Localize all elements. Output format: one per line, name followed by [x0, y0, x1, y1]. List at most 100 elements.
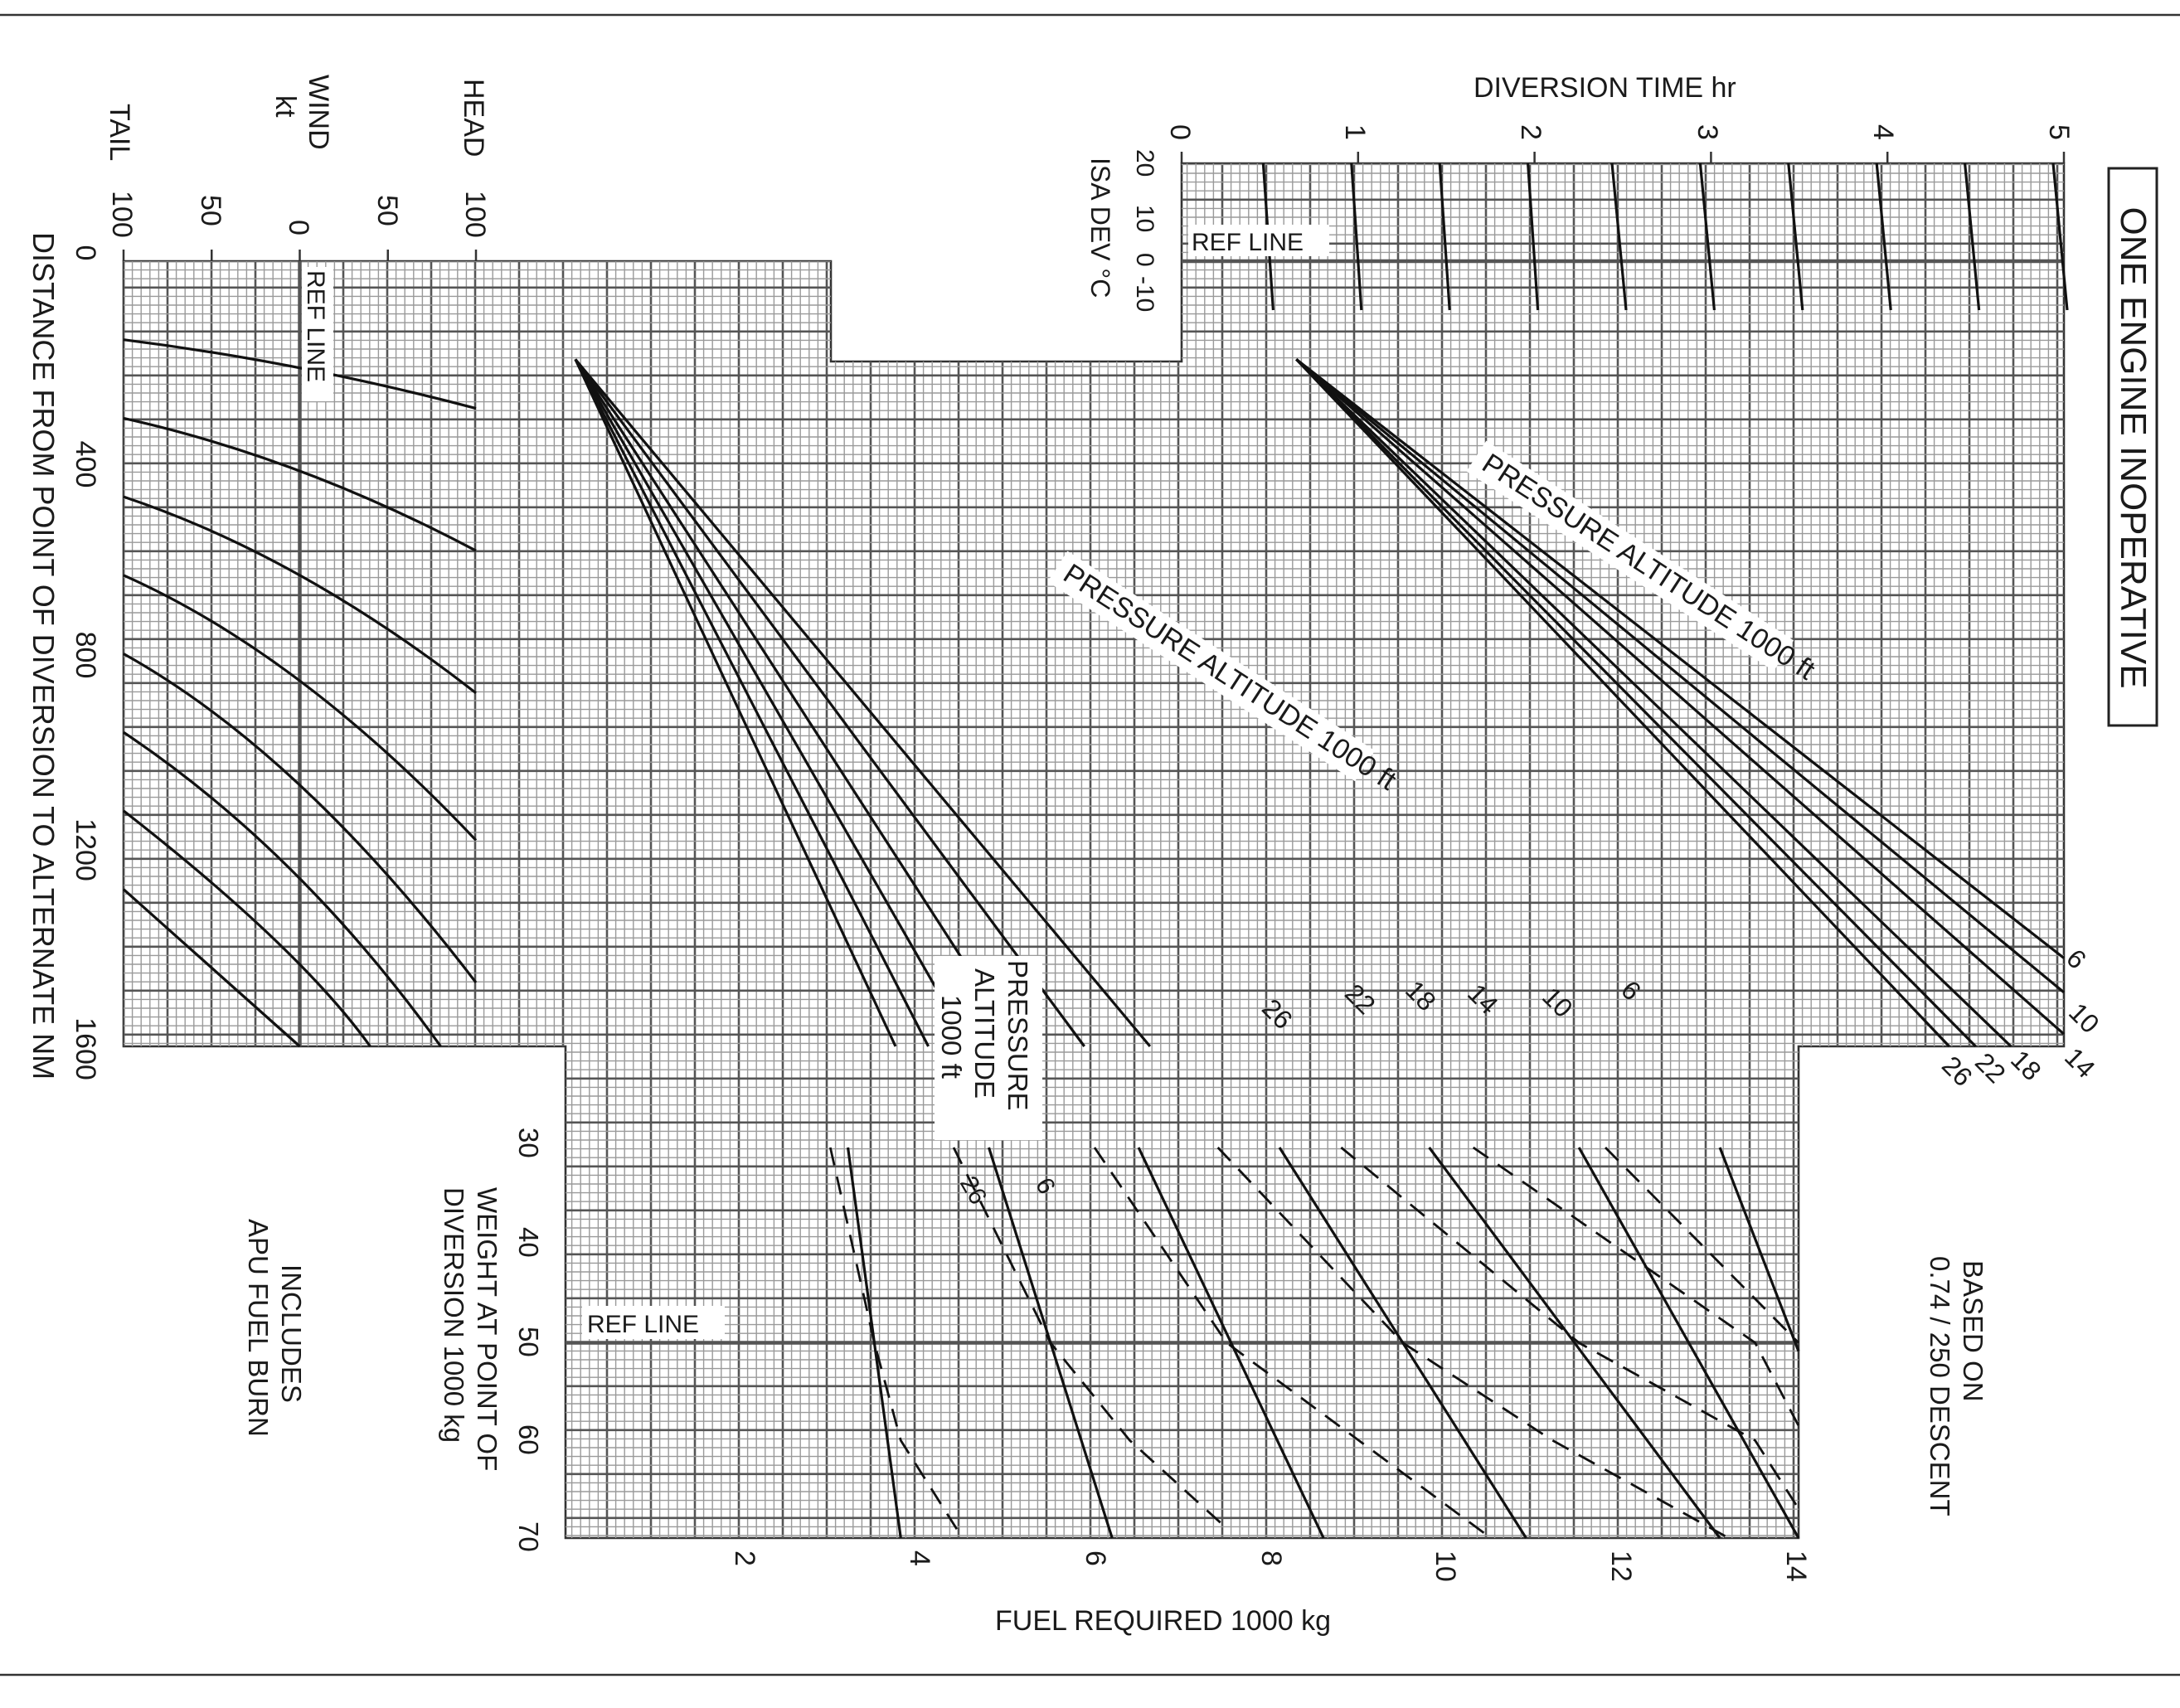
weight-solid-line [1137, 1147, 1325, 1539]
wind-ref-box [302, 267, 333, 401]
isa-tick-minus-10: -10 [1131, 276, 1158, 312]
fuel-altitude-line [574, 358, 930, 1047]
fuel-tick-6: 6 [1080, 1550, 1111, 1566]
wind-curve [123, 574, 478, 842]
time-tick-1: 1 [1339, 124, 1371, 140]
time-alt-tag-6: 6 [2061, 943, 2092, 974]
weight-ref-line-label: REF LINE [587, 1311, 699, 1338]
time-tick-3: 3 [1692, 124, 1723, 140]
weight-dashed-line [1093, 1147, 1492, 1540]
fuel-altitude-line [574, 358, 971, 1047]
time-altitude-line [1295, 358, 1977, 1048]
fuel-altitude-line [574, 358, 1020, 1047]
time-axis-title: DIVERSION TIME hr [1474, 72, 1736, 104]
time-altitude-line [1295, 358, 2066, 994]
note-includes-line-2: APU FUEL BURN [243, 1219, 274, 1437]
fuel-alt-box-line-3: 1000 ft [936, 995, 967, 1079]
fuel-altitude-line [574, 358, 897, 1047]
wind-tail-label: TAIL [104, 104, 135, 161]
weight-solid-line [1577, 1147, 1800, 1539]
note-includes-line-1: INCLUDES [276, 1264, 307, 1403]
fuel-tick-2: 2 [729, 1550, 760, 1566]
time-tick-0: 0 [1164, 124, 1196, 140]
fuel-altitude-line [574, 358, 1085, 1047]
wind-tick-head-50: 50 [371, 195, 403, 226]
fuel-alt-box [935, 956, 1042, 1140]
wind-tick-tail-100: 100 [106, 191, 138, 238]
isa-dev-line [1610, 163, 1628, 311]
isa-dev-line [1964, 163, 1981, 311]
wind-curve [123, 338, 477, 410]
weight-dashed-line [1340, 1146, 1800, 1510]
wind-tick-tail-50: 50 [195, 195, 226, 226]
note-based-on-line-2: 0.74 / 250 DESCENT [1925, 1256, 1955, 1516]
weight-dashed-line [1472, 1146, 1800, 1427]
weight-tick-60: 60 [513, 1424, 544, 1455]
time-tick-5: 5 [2043, 124, 2075, 140]
fuel-tick-14: 14 [1780, 1550, 1812, 1582]
distance-axis-label: DISTANCE FROM POINT OF DIVERSION TO ALTE… [27, 232, 61, 1080]
weight-solid-line [846, 1147, 902, 1539]
weight-dashed-line [1216, 1147, 1730, 1540]
distance-tick-1200: 1200 [70, 818, 101, 881]
weight-tick-50: 50 [513, 1327, 544, 1357]
wind-curve [123, 809, 371, 1047]
time-alt-tag-26: 26 [1936, 1050, 1979, 1092]
panel-outline [122, 162, 2066, 1540]
isa-tick-0: 0 [1131, 253, 1158, 267]
isa-dev-line [1787, 163, 1804, 311]
distance-tick-1600: 1600 [70, 1017, 101, 1080]
weight-ref-box [582, 1306, 725, 1339]
time-altitude-line [1295, 358, 2065, 959]
time-alt-tag-18: 18 [2005, 1044, 2047, 1086]
fuel-alt-box-line-2: ALTITUDE [969, 968, 1000, 1099]
weight-tick-70: 70 [513, 1521, 544, 1552]
weight-label-line-1: WEIGHT AT POINT OF [472, 1187, 503, 1471]
fuel-tick-12: 12 [1605, 1550, 1637, 1582]
time-alt-label-box [1466, 440, 1794, 672]
weight-tick-30: 30 [513, 1128, 544, 1158]
time-tick-2: 2 [1515, 124, 1546, 140]
fuel-alt-box-line-1: PRESSURE [1003, 960, 1033, 1111]
isa-dev-line [1698, 163, 1716, 311]
weight-solid-line [1428, 1147, 1721, 1539]
grid-layer [122, 162, 2066, 1540]
time-altitude-line [1295, 358, 2012, 1048]
time-alt-tag-14: 14 [2059, 1041, 2101, 1084]
distance-tick-0: 0 [70, 245, 101, 261]
wind-curve [123, 495, 477, 695]
weight-dashed-line [1605, 1147, 1799, 1344]
weight-label-line-2: DIVERSION 1000 kg [439, 1187, 469, 1443]
note-based-on-line-1: BASED ON [1958, 1260, 1988, 1402]
isa-dev-label: ISA DEV °C [1085, 158, 1115, 298]
wind-axis-unit: kt [269, 95, 301, 118]
wind-head-label: HEAD [458, 79, 489, 157]
isa-tick-20: 20 [1131, 149, 1158, 177]
isa-tick-10: 10 [1131, 205, 1158, 232]
wind-axis-title: WIND [303, 75, 334, 150]
time-tick-4: 4 [1867, 124, 1899, 140]
time-ref-box [1188, 225, 1329, 256]
isa-dev-line [2051, 163, 2069, 311]
weight-dashed-line [952, 1147, 1228, 1530]
fuel-alt-label-box [1047, 551, 1376, 782]
time-alt-tag-10: 10 [2063, 997, 2105, 1039]
isa-dev-line [1875, 163, 1892, 311]
wind-curve [123, 653, 478, 984]
fuel-altitude-line [574, 358, 1152, 1048]
fuel-tick-10: 10 [1430, 1550, 1461, 1582]
fuel-tick-8: 8 [1255, 1550, 1287, 1566]
weight-dashed-line [828, 1147, 964, 1539]
title-frame [2107, 167, 2158, 727]
chart-title: ONE ENGINE INOPERATIVE [2113, 206, 2153, 688]
wind-curve [122, 888, 301, 1048]
isa-dev-line [1438, 163, 1451, 311]
wind-curve [123, 416, 477, 552]
fuel-axis-label: FUEL REQUIRED 1000 kg [995, 1605, 1331, 1637]
distance-tick-800: 800 [70, 632, 101, 679]
fuel-tick-4: 4 [904, 1550, 935, 1566]
distance-tick-400: 400 [70, 441, 101, 488]
wind-tick-0: 0 [283, 220, 314, 235]
